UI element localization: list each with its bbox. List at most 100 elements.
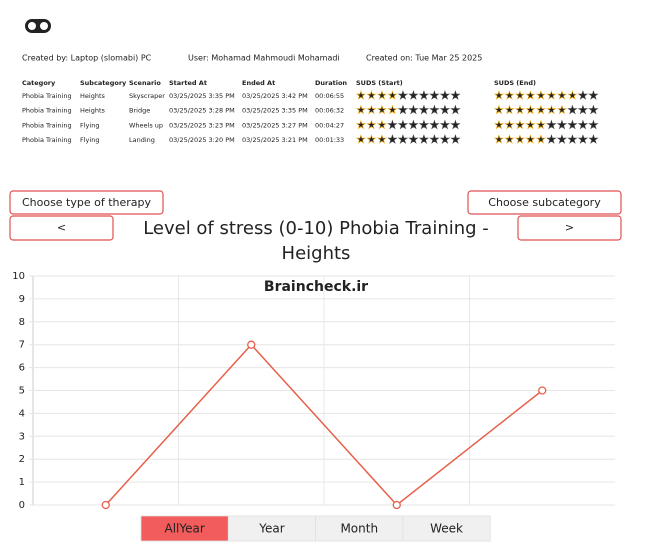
chart-title: Heights — [282, 243, 351, 264]
star: ★ — [409, 118, 419, 131]
star: ★ — [515, 133, 525, 146]
star: ★ — [451, 104, 461, 117]
y-tick-label: 5 — [19, 386, 25, 397]
table-cell: 00:04:27 — [315, 121, 344, 129]
star: ★ — [526, 104, 536, 117]
star-rating: ★ ★ ★ ★ ★ ★ ★ ★ ★ ★ — [356, 118, 461, 132]
star: ★ — [494, 118, 504, 131]
star: ★ — [589, 133, 599, 146]
point — [392, 500, 401, 510]
star: ★ — [494, 133, 504, 146]
star: ★ — [494, 89, 504, 102]
y-tick-label: 7 — [19, 340, 25, 351]
created-by: Created by: Laptop (slomabi) PC — [22, 54, 152, 63]
period-tab-label: AllYear — [165, 522, 205, 536]
star: ★ — [356, 89, 366, 102]
point — [538, 386, 547, 395]
star: ★ — [388, 133, 398, 146]
star: ★ — [578, 133, 588, 146]
column-header: Scenario — [129, 79, 161, 87]
star: ★ — [440, 118, 450, 131]
star-rating: ★ ★ ★ ★ ★ ★ ★ ★ ★ ★ — [356, 89, 461, 103]
star: ★ — [578, 89, 588, 102]
star: ★ — [367, 133, 377, 146]
prev-button[interactable] — [9, 215, 114, 241]
table-cell: 03/25/2025 3:23 PM — [169, 121, 235, 129]
table-cell: 03/25/2025 3:35 PM — [169, 92, 235, 100]
y-tick-label: 3 — [19, 431, 25, 442]
star: ★ — [557, 104, 567, 117]
star: ★ — [419, 104, 429, 117]
star-rating: ★ ★ ★ ★ ★ ★ ★ ★ ★ ★ — [494, 89, 599, 103]
star-rating: ★ ★ ★ ★ ★ ★ ★ ★ ★ ★ — [494, 103, 599, 117]
star: ★ — [568, 118, 578, 131]
period-tab[interactable] — [227, 515, 317, 542]
table-cell: 03/25/2025 3:35 PM — [242, 107, 308, 115]
subcategory-button-label: Choose subcategory — [488, 196, 601, 209]
star: ★ — [547, 118, 557, 131]
point — [101, 500, 110, 510]
y-tick-label: 9 — [19, 294, 25, 305]
y-tick-label: 8 — [19, 317, 25, 328]
star: ★ — [451, 89, 461, 102]
table-cell: 03/25/2025 3:20 PM — [169, 136, 235, 144]
column-header: SUDS (Start) — [356, 79, 403, 87]
star: ★ — [388, 118, 398, 131]
star: ★ — [398, 133, 408, 146]
star: ★ — [505, 133, 515, 146]
table-cell: Phobia Training — [22, 107, 72, 115]
period-tab[interactable] — [140, 515, 229, 542]
table-cell: 00:01:33 — [315, 136, 344, 144]
therapy-button[interactable] — [9, 190, 164, 215]
column-header: Started At — [169, 79, 207, 87]
subcategory-button[interactable] — [467, 190, 622, 215]
column-header: Duration — [315, 79, 347, 87]
y-tick-label: 4 — [19, 408, 25, 419]
star-rating: ★ ★ ★ ★ ★ ★ ★ ★ ★ ★ — [356, 103, 461, 117]
y-tick-label: 10 — [12, 271, 25, 282]
user: User: Mohamad Mahmoudi Mohamadi — [188, 54, 340, 63]
star: ★ — [589, 118, 599, 131]
star: ★ — [398, 104, 408, 117]
star: ★ — [367, 118, 377, 131]
star: ★ — [578, 118, 588, 131]
star: ★ — [589, 104, 599, 117]
table-cell: Flying — [80, 136, 99, 144]
table-cell: Flying — [80, 121, 99, 129]
star: ★ — [578, 104, 588, 117]
prev-button-label: < — [57, 221, 66, 234]
star: ★ — [536, 89, 546, 102]
column-header: Ended At — [242, 79, 275, 87]
logo — [25, 19, 51, 33]
created-on: Created on: Tue Mar 25 2025 — [366, 54, 482, 63]
star: ★ — [536, 118, 546, 131]
star: ★ — [526, 118, 536, 131]
star: ★ — [440, 104, 450, 117]
y-tick-label: 0 — [19, 500, 25, 511]
star: ★ — [398, 89, 408, 102]
star: ★ — [515, 104, 525, 117]
star: ★ — [451, 118, 461, 131]
column-header: Subcategory — [80, 79, 127, 87]
next-button[interactable] — [517, 215, 622, 241]
star: ★ — [440, 133, 450, 146]
star: ★ — [367, 104, 377, 117]
star: ★ — [430, 118, 440, 131]
star: ★ — [356, 118, 366, 131]
star-rating: ★ ★ ★ ★ ★ ★ ★ ★ ★ ★ — [356, 133, 461, 147]
period-tab[interactable] — [315, 515, 404, 542]
period-tab-label: Month — [340, 522, 378, 536]
period-tab-label: Year — [258, 522, 284, 536]
star: ★ — [409, 89, 419, 102]
star: ★ — [547, 104, 557, 117]
table-cell: Heights — [80, 92, 105, 100]
star: ★ — [557, 118, 567, 131]
line — [105, 343, 543, 507]
period-tab-label: Week — [430, 522, 463, 536]
star-rating: ★ ★ ★ ★ ★ ★ ★ ★ ★ ★ — [494, 133, 599, 147]
period-tab[interactable] — [402, 515, 491, 542]
star: ★ — [409, 133, 419, 146]
star: ★ — [419, 89, 429, 102]
table-cell: Heights — [80, 107, 105, 115]
table-cell: 03/25/2025 3:42 PM — [242, 92, 308, 100]
